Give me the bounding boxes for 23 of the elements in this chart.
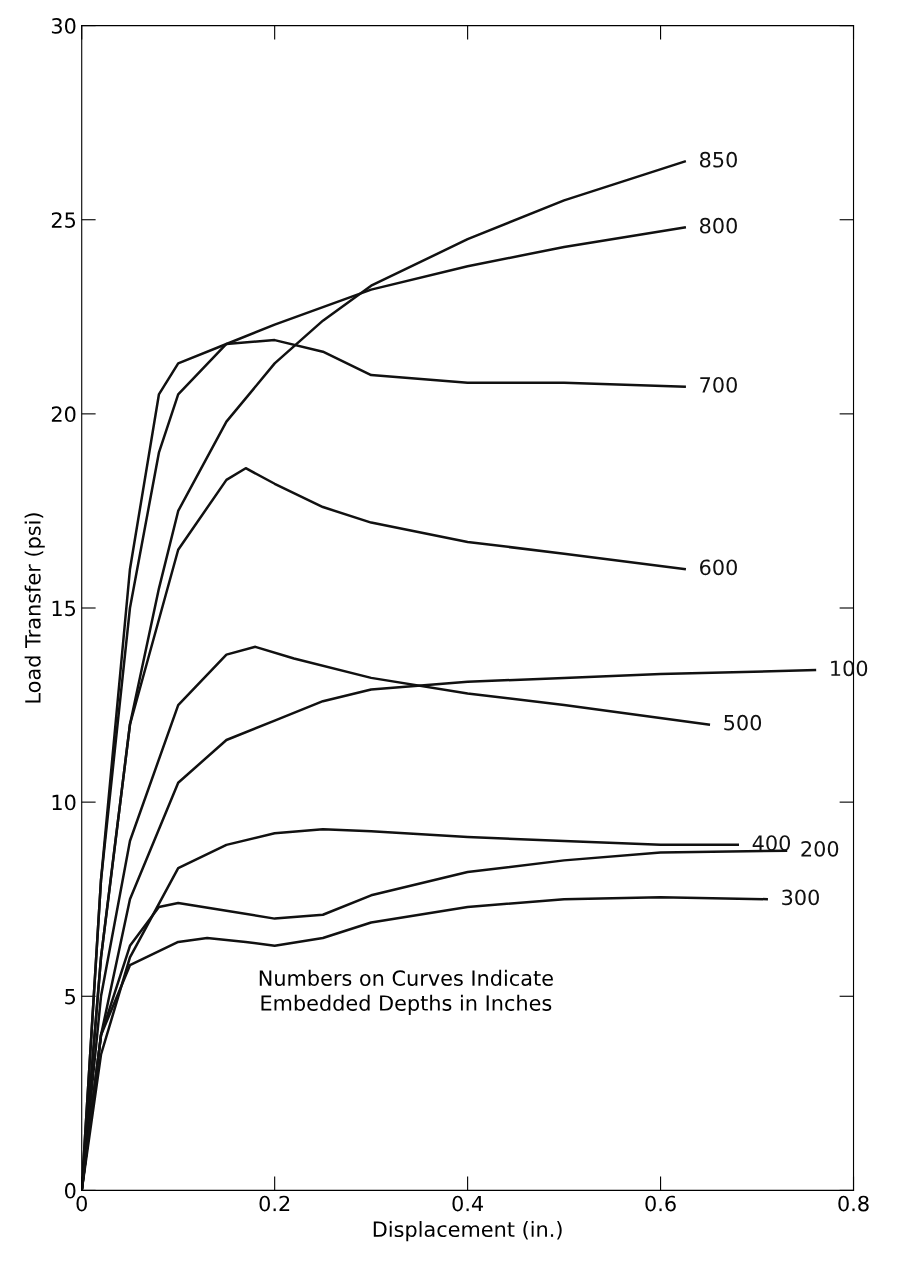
series-label: 500: [724, 714, 762, 731]
annotation: Numbers on Curves Indicate Embedded Depths in Inches: [259, 969, 553, 1015]
series-label: 850: [699, 151, 737, 168]
y-axis-title: Load Transfer (psi): [24, 513, 45, 703]
series-label: 400: [752, 835, 791, 851]
x-tick-label: 0.6: [645, 1195, 676, 1212]
x-tick-label: 0.2: [259, 1195, 290, 1212]
x-axis-title: Displacement (in.): [373, 1220, 562, 1242]
y-tick-label: 0: [64, 1182, 76, 1199]
x-tick-label: 0: [76, 1195, 87, 1212]
y-tick-label: 5: [65, 988, 76, 1005]
series-label: 800: [699, 217, 737, 234]
x-tick-label: 0.8: [838, 1195, 869, 1212]
y-tick-label: 25: [51, 212, 76, 228]
series-label: 300: [782, 889, 819, 906]
series-label: 200: [801, 840, 839, 857]
series-label: 600: [700, 559, 737, 576]
y-tick-label: 30: [51, 18, 76, 34]
series-label: 700: [700, 376, 737, 393]
y-tick-label: 20: [51, 406, 76, 423]
y-tick-label: 10: [52, 794, 76, 811]
x-tick-label: 0.4: [452, 1195, 484, 1212]
y-tick-label: 15: [52, 600, 76, 617]
